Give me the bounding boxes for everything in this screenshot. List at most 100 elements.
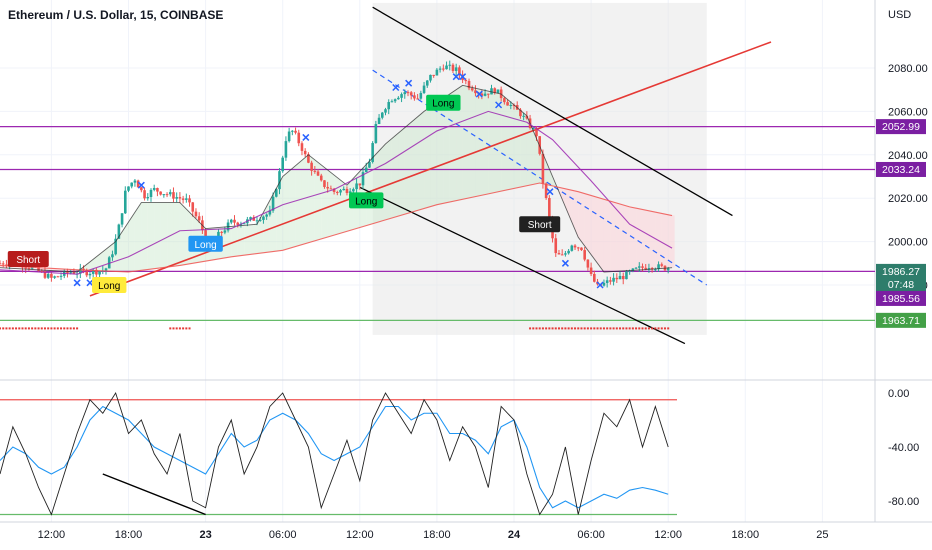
- candle-body: [644, 267, 648, 270]
- candle-body: [236, 222, 240, 225]
- candle-body: [506, 102, 509, 106]
- candle-body: [364, 167, 368, 173]
- price-tag[interactable]: 2052.99: [876, 119, 926, 135]
- candle-body: [560, 254, 564, 256]
- signal-dot: [21, 327, 24, 330]
- candle-body: [557, 253, 561, 255]
- candle-body: [464, 80, 468, 82]
- candle-body: [323, 180, 326, 187]
- candle-body: [326, 186, 329, 189]
- candle-body: [72, 272, 76, 274]
- candle-body: [82, 268, 85, 271]
- trendline[interactable]: [359, 186, 686, 345]
- cross-marker-icon: [405, 79, 413, 87]
- candle-body: [50, 274, 53, 278]
- cross-marker-icon: [302, 133, 310, 141]
- signal-label-text: Long: [98, 281, 120, 292]
- ema-fill-segment: [623, 204, 630, 271]
- candle-body: [217, 231, 220, 238]
- candle-body: [287, 131, 291, 142]
- signal-dot: [567, 327, 570, 330]
- trendline[interactable]: [372, 6, 733, 217]
- price-tag[interactable]: 1985.56: [876, 290, 926, 306]
- candle-body: [149, 189, 153, 198]
- candle-body: [593, 273, 596, 282]
- ema-fill-segment: [250, 224, 257, 255]
- price-tag[interactable]: 1963.71: [876, 312, 926, 328]
- candle-body: [377, 117, 381, 125]
- candle-body: [303, 150, 307, 155]
- signal-label-long: Long: [349, 192, 384, 209]
- signal-dot: [628, 327, 631, 330]
- time-tick-label: 18:00: [115, 529, 143, 541]
- ema-fill-segment: [128, 212, 135, 272]
- signal-dot: [50, 327, 53, 330]
- price-tag[interactable]: 2033.24: [876, 161, 926, 177]
- candle-body: [487, 93, 490, 95]
- candle-body: [220, 231, 223, 233]
- candle-body: [255, 220, 259, 222]
- candle-body: [268, 210, 272, 215]
- candle-body: [291, 130, 294, 132]
- signal-label-text: Short: [528, 220, 552, 231]
- candle-body: [178, 197, 182, 199]
- candle-body: [541, 153, 545, 184]
- signal-dot: [590, 327, 593, 330]
- trendline[interactable]: [89, 41, 772, 297]
- price-tag-text: 1986.27: [882, 266, 920, 278]
- signal-dot: [638, 327, 641, 330]
- cross-marker-icon: [546, 188, 554, 196]
- candle-body: [657, 264, 660, 270]
- ema-fill-segment: [603, 199, 611, 272]
- signal-label-long: Long: [188, 235, 223, 252]
- signal-dot: [11, 327, 14, 330]
- candle-body: [297, 132, 301, 144]
- candle-body: [79, 268, 82, 274]
- ema-fill-segment: [89, 256, 97, 271]
- signal-dot: [606, 327, 609, 330]
- signal-dot: [561, 327, 564, 330]
- ema-fill-segment: [436, 98, 444, 205]
- ema-fill-segment: [668, 214, 675, 268]
- candle-body: [66, 270, 69, 274]
- signal-dot: [580, 327, 583, 330]
- candle-body: [313, 170, 317, 172]
- candle-body: [380, 112, 384, 118]
- candle-body: [618, 275, 622, 280]
- candle-body: [133, 180, 137, 183]
- candle-body: [425, 80, 429, 86]
- candle-body: [114, 238, 117, 255]
- ema-fill-segment: [115, 231, 123, 272]
- horizontal-levels[interactable]: [0, 126, 875, 321]
- candle-body: [5, 264, 8, 266]
- candle-body: [345, 188, 349, 193]
- candle-body: [146, 197, 150, 199]
- ema-fill-segment: [514, 104, 521, 189]
- time-tick-label: 25: [816, 529, 828, 541]
- signal-dot: [654, 327, 657, 330]
- ema-fill-segment: [147, 202, 155, 270]
- signal-label-text: Long: [194, 240, 216, 251]
- signal-dot: [535, 327, 538, 330]
- signal-dot: [31, 327, 34, 330]
- ema-fill-segment: [244, 224, 251, 256]
- signal-dot: [60, 327, 63, 330]
- price-tag-text: 1985.56: [882, 293, 920, 305]
- candle-body: [1, 263, 5, 265]
- axes: USD1980.002000.002020.002040.002060.0020…: [38, 9, 928, 541]
- ema-fill-segment: [411, 116, 418, 213]
- ema-mid-line: [0, 110, 673, 275]
- candle-body: [483, 93, 487, 96]
- ema-fill-segment: [533, 130, 540, 185]
- candle-body: [628, 271, 631, 273]
- ema-fill-segment: [610, 201, 617, 272]
- candle-body: [512, 104, 516, 106]
- candle-body: [384, 109, 387, 113]
- signal-labels: Short Long Long Long Long Short: [7, 94, 561, 293]
- time-tick-label: 24: [508, 529, 521, 541]
- candle-body: [53, 276, 56, 278]
- ema-fill-segment: [141, 202, 148, 271]
- candle-body: [666, 268, 670, 271]
